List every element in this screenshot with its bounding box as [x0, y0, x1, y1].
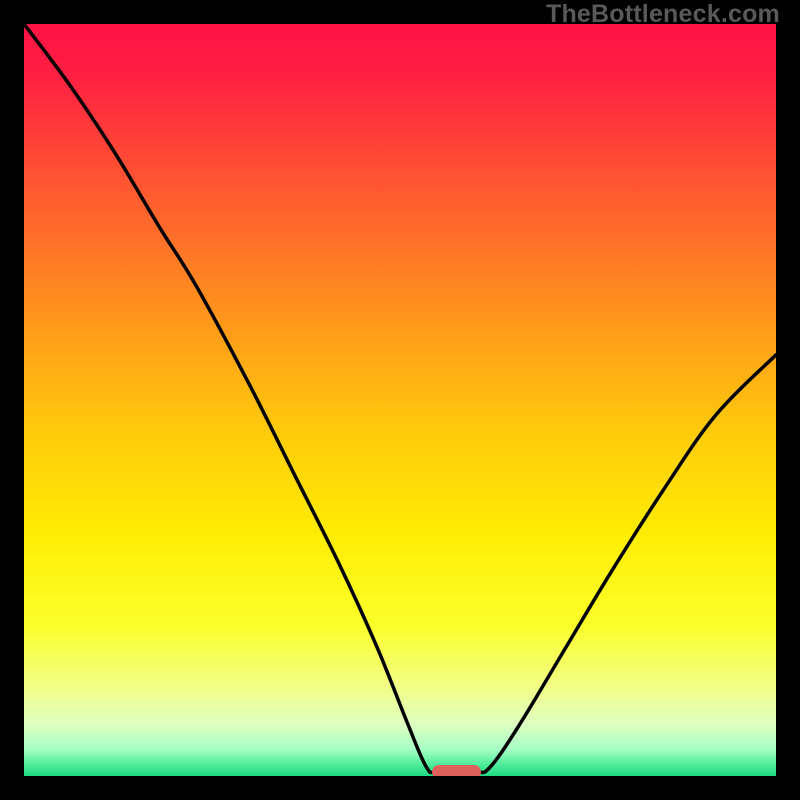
- bottleneck-curve: [24, 24, 776, 776]
- optimum-marker: [432, 765, 481, 776]
- plot-area: [24, 24, 776, 776]
- chart-frame: TheBottleneck.com: [0, 0, 800, 800]
- watermark-text: TheBottleneck.com: [546, 0, 780, 29]
